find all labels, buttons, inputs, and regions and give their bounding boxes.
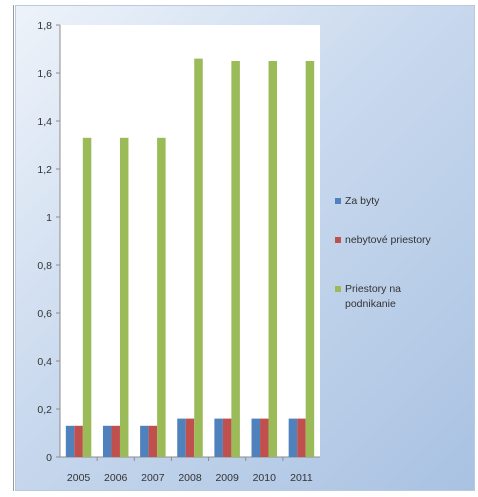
y-tick-label: 1 — [46, 212, 52, 224]
x-tick-label: 2010 — [253, 472, 277, 484]
legend-label: Priestory na podnikanie — [345, 283, 401, 310]
bar-nebytové-priestory-2006 — [111, 425, 120, 457]
y-tick-label: 0,2 — [37, 404, 52, 416]
legend-swatch — [335, 237, 341, 243]
x-tick-label: 2008 — [178, 472, 202, 484]
bar-priestory-na-podnikanie-2009 — [231, 61, 240, 457]
bar-nebytové-priestory-2008 — [185, 418, 195, 457]
bar-priestory-na-podnikanie-2006 — [119, 137, 129, 458]
x-tick-label: 2005 — [67, 472, 91, 484]
plot-area — [60, 25, 320, 457]
x-tick-label: 2011 — [290, 472, 313, 484]
bar-nebytové-priestory-2011 — [297, 418, 306, 457]
y-tick-label: 1,8 — [37, 20, 52, 32]
bar-za-byty-2009 — [214, 418, 223, 457]
bar-za-byty-2005 — [65, 425, 75, 457]
bar-priestory-na-podnikanie-2005 — [82, 137, 92, 458]
legend-label: nebytové priestory — [345, 234, 432, 246]
bar-priestory-na-podnikanie-2008 — [194, 58, 203, 457]
x-tick-label: 2007 — [141, 472, 165, 484]
bar-nebytové-priestory-2007 — [148, 425, 158, 457]
bar-nebytové-priestory-2005 — [74, 425, 83, 457]
y-tick-label: 1,4 — [37, 116, 52, 128]
bar-za-byty-2007 — [140, 425, 149, 457]
bar-priestory-na-podnikanie-2007 — [157, 137, 166, 458]
y-tick-label: 0,6 — [37, 308, 52, 320]
bar-nebytové-priestory-2010 — [260, 418, 269, 457]
bar-za-byty-2006 — [102, 425, 112, 457]
y-tick-label: 0 — [46, 452, 52, 464]
divider — [13, 5, 14, 491]
bar-priestory-na-podnikanie-2010 — [268, 61, 278, 457]
bar-nebytové-priestory-2009 — [222, 418, 232, 457]
legend-swatch — [335, 198, 341, 204]
y-tick-label: 0,8 — [37, 260, 52, 272]
y-tick-label: 1,2 — [37, 164, 52, 176]
bar-za-byty-2008 — [177, 418, 186, 457]
x-tick-label: 2009 — [215, 472, 239, 484]
bar-za-byty-2011 — [288, 418, 298, 457]
bar-za-byty-2010 — [251, 418, 261, 457]
bar-priestory-na-podnikanie-2011 — [305, 61, 315, 457]
y-tick-label: 1,6 — [37, 68, 52, 80]
legend-swatch — [335, 286, 341, 292]
y-tick-label: 0,4 — [37, 356, 52, 368]
x-tick-label: 2006 — [104, 472, 128, 484]
legend-label: Za byty — [345, 195, 380, 207]
